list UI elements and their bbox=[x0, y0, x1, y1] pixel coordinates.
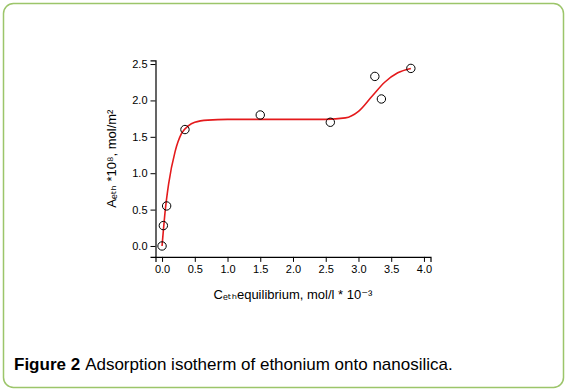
x-tick: 2.0 bbox=[286, 257, 301, 275]
x-axis-title: Cₑₜₕequilibrium, mol/l * 10⁻³ bbox=[214, 287, 373, 302]
y-axis-title: Aₑₜₕ *10⁸, mol/m² bbox=[104, 109, 119, 208]
x-tick-mark bbox=[358, 257, 359, 262]
data-point bbox=[159, 221, 167, 229]
x-tick-mark bbox=[326, 257, 327, 262]
y-tick-label: 0.5 bbox=[132, 204, 147, 216]
x-tick-mark bbox=[162, 257, 163, 262]
data-point bbox=[371, 72, 379, 80]
fit-line bbox=[162, 68, 411, 246]
figure-frame bbox=[4, 4, 564, 388]
y-axis-line bbox=[151, 61, 157, 258]
x-tick-label: 2.5 bbox=[319, 263, 334, 275]
x-tick-mark bbox=[228, 257, 229, 262]
x-tick-label: 0.5 bbox=[188, 263, 203, 275]
x-tick-mark bbox=[260, 257, 261, 262]
y-tick: 2.5 bbox=[132, 58, 155, 70]
caption-title: Adsorption isotherm of ethonium onto nan… bbox=[85, 355, 453, 374]
x-tick: 1.5 bbox=[253, 257, 268, 275]
x-tick-label: 0.0 bbox=[155, 263, 170, 275]
y-tick: 1.5 bbox=[132, 131, 155, 143]
y-tick: 2.0 bbox=[132, 94, 155, 106]
data-point bbox=[407, 64, 415, 72]
y-tick-mark bbox=[151, 246, 156, 247]
x-axis: 0.0 0.5 1.0 1.5 2.0 2.5 3.0 3.5 4.0 bbox=[155, 257, 432, 275]
y-tick: 0.0 bbox=[132, 240, 155, 252]
data-point bbox=[377, 95, 385, 103]
x-tick-mark bbox=[195, 257, 196, 262]
data-point bbox=[181, 125, 189, 133]
y-tick-mark bbox=[151, 173, 156, 174]
x-tick-mark bbox=[391, 257, 392, 262]
x-tick: 3.5 bbox=[384, 257, 399, 275]
x-tick-label: 3.0 bbox=[351, 263, 366, 275]
x-tick-label: 2.0 bbox=[286, 263, 301, 275]
x-tick: 2.5 bbox=[319, 257, 334, 275]
x-tick: 0.5 bbox=[188, 257, 203, 275]
chart: 0.0 0.5 1.0 1.5 2.0 2.5 3.0 3.5 4.0 0.0 0.5 1.0 1.5 2… bbox=[0, 0, 567, 391]
x-tick: 3.0 bbox=[351, 257, 366, 275]
y-tick-label: 0.0 bbox=[132, 240, 147, 252]
y-tick-label: 1.5 bbox=[132, 131, 147, 143]
x-tick-label: 4.0 bbox=[417, 263, 432, 275]
x-tick: 1.0 bbox=[220, 257, 235, 275]
x-tick-mark bbox=[293, 257, 294, 262]
data-point bbox=[162, 202, 170, 210]
y-tick-mark bbox=[151, 100, 156, 101]
x-tick-label: 1.5 bbox=[253, 263, 268, 275]
y-tick: 1.0 bbox=[132, 167, 155, 179]
y-tick-label: 2.5 bbox=[132, 58, 147, 70]
caption: Figure 2 Adsorption isotherm of ethonium … bbox=[14, 355, 453, 374]
caption-label: Figure 2 bbox=[14, 355, 80, 374]
x-tick-label: 3.5 bbox=[384, 263, 399, 275]
data-point bbox=[256, 111, 264, 119]
y-tick-mark bbox=[151, 64, 156, 65]
y-tick-label: 2.0 bbox=[132, 94, 147, 106]
data-point bbox=[158, 242, 166, 250]
y-tick: 0.5 bbox=[132, 204, 155, 216]
x-tick-label: 1.0 bbox=[220, 263, 235, 275]
y-tick-mark bbox=[151, 137, 156, 138]
x-tick: 4.0 bbox=[417, 257, 432, 275]
y-tick-mark bbox=[151, 210, 156, 211]
x-tick-mark bbox=[424, 257, 425, 262]
y-axis: 0.0 0.5 1.0 1.5 2.0 2.5 bbox=[132, 58, 156, 257]
data-point bbox=[326, 118, 334, 126]
y-tick-label: 1.0 bbox=[132, 167, 147, 179]
x-axis-line bbox=[156, 257, 431, 262]
plot-area bbox=[158, 64, 415, 250]
x-tick: 0.0 bbox=[155, 257, 170, 275]
